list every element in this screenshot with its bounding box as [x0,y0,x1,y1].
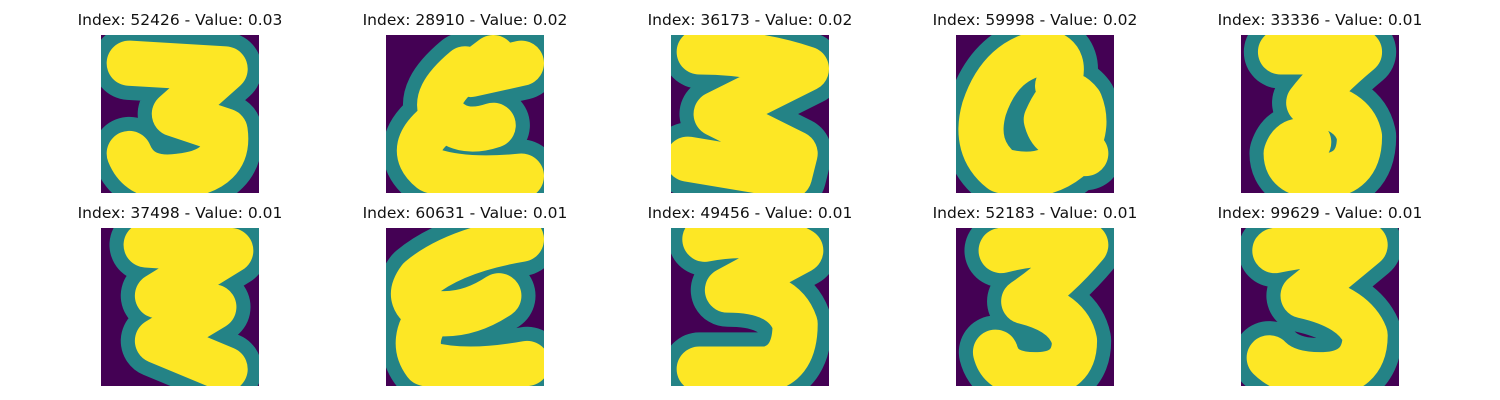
digit-stroke-core [972,228,1109,386]
digit-stroke-core [676,228,824,386]
digit-stroke-core [106,40,249,193]
digit-stroke-core [391,228,544,386]
digit-image [1241,35,1399,193]
digit-image [956,228,1114,386]
digit-stroke-core [123,228,254,386]
panel-title: Index: 49456 - Value: 0.01 [647,204,853,222]
digit-panel: Index: 52183 - Value: 0.01 [892,204,1178,394]
panel-title: Index: 60631 - Value: 0.01 [362,204,568,222]
digit-panel: Index: 37498 - Value: 0.01 [37,204,323,394]
digit-panel: Index: 60631 - Value: 0.01 [322,204,608,394]
digit-image [101,35,259,193]
digit-panel: Index: 59998 - Value: 0.02 [892,11,1178,201]
panel-title: Index: 52426 - Value: 0.03 [77,11,283,29]
digit-stroke-core [1246,228,1388,386]
digit-image [101,228,259,386]
panel-title: Index: 36173 - Value: 0.02 [647,11,853,29]
panel-title: Index: 59998 - Value: 0.02 [932,11,1138,29]
digit-panel: Index: 52426 - Value: 0.03 [37,11,323,201]
digit-image [671,35,829,193]
digit-image [1241,228,1399,386]
panel-title: Index: 37498 - Value: 0.01 [77,204,283,222]
panel-title: Index: 99629 - Value: 0.01 [1217,204,1423,222]
digit-panel: Index: 36173 - Value: 0.02 [607,11,893,201]
digit-stroke-core [396,35,544,193]
panel-title: Index: 33336 - Value: 0.01 [1217,11,1423,29]
digit-image [956,35,1114,193]
panel-title: Index: 28910 - Value: 0.02 [362,11,568,29]
digit-panel: Index: 33336 - Value: 0.01 [1177,11,1463,201]
digit-stroke-core [1257,35,1383,193]
digit-image [386,228,544,386]
digit-image [386,35,544,193]
digit-stroke-core [671,35,829,193]
digit-stroke-core [958,35,1109,193]
digit-panel: Index: 28910 - Value: 0.02 [322,11,608,201]
digit-panel: Index: 99629 - Value: 0.01 [1177,204,1463,394]
panel-title: Index: 52183 - Value: 0.01 [932,204,1138,222]
digit-image [671,228,829,386]
digit-panel: Index: 49456 - Value: 0.01 [607,204,893,394]
